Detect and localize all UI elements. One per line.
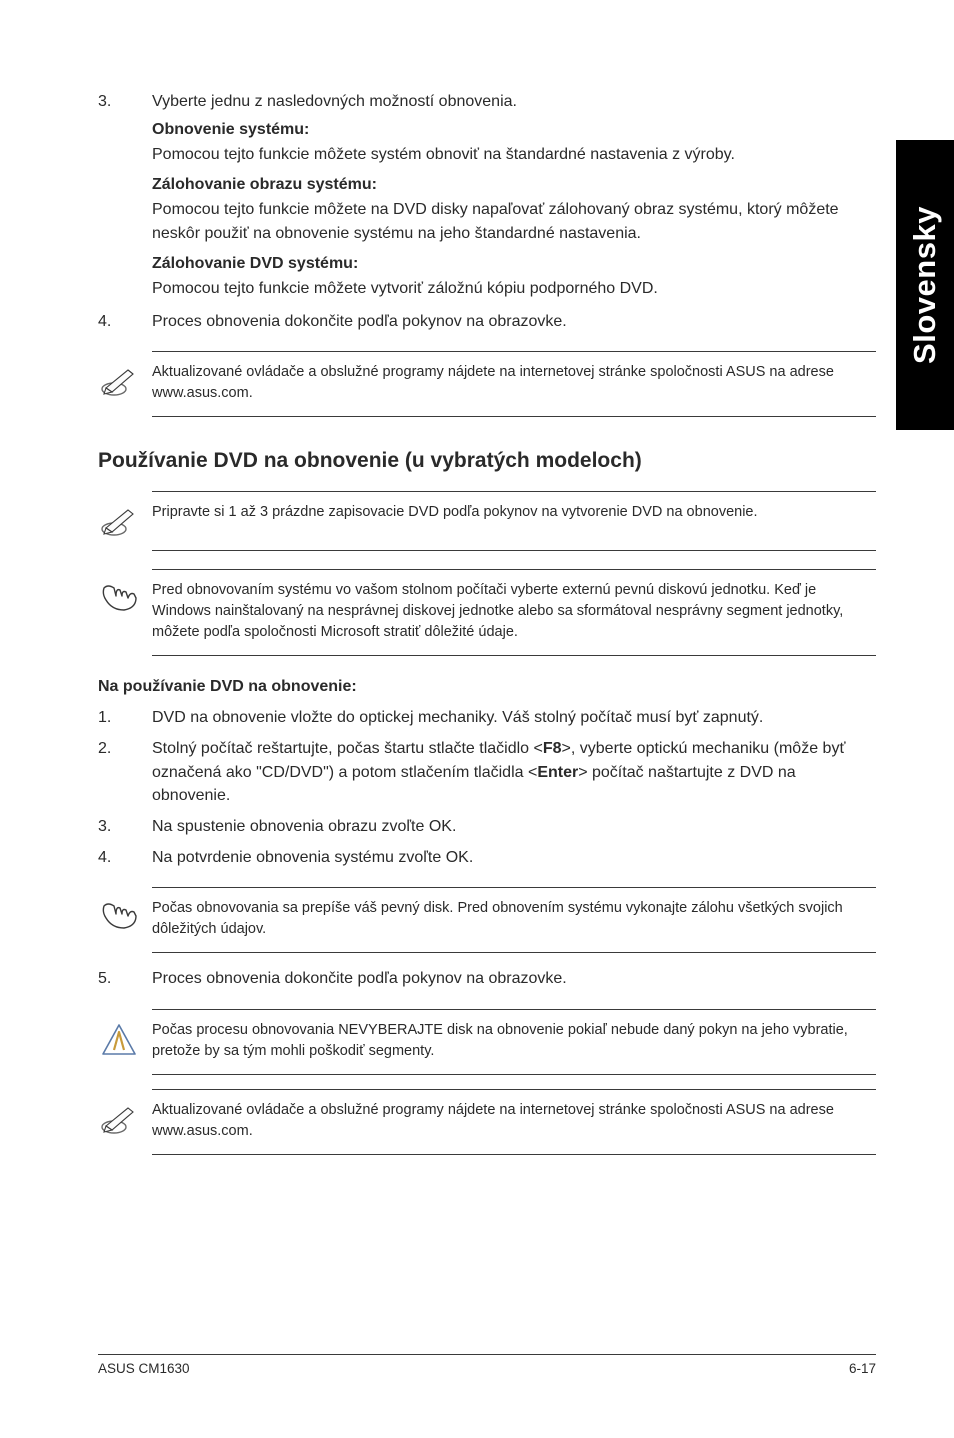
hand-icon [98, 580, 152, 616]
note-text: Pripravte si 1 až 3 prázdne zapisovacie … [152, 502, 876, 523]
list-item: 1. DVD na obnovenie vložte do optickej m… [98, 706, 876, 729]
list-item: 3. Vyberte jednu z nasledovných možností… [98, 90, 876, 113]
list-number: 4. [98, 310, 152, 333]
list-number: 1. [98, 706, 152, 729]
pencil-icon [98, 502, 152, 538]
note-block: Počas obnovovania sa prepíše váš pevný d… [98, 887, 876, 953]
sub-section-heading: Na používanie DVD na obnovenie: [98, 678, 876, 696]
list-number: 3. [98, 90, 152, 113]
list-text: Proces obnovenia dokončite podľa pokynov… [152, 310, 876, 333]
footer-right: 6-17 [849, 1361, 876, 1376]
list-number: 2. [98, 737, 152, 807]
hand-icon [98, 898, 152, 934]
list-number: 4. [98, 846, 152, 869]
sub-text: Pomocou tejto funkcie môžete vytvoriť zá… [152, 277, 876, 300]
list-item: 3. Na spustenie obnovenia obrazu zvoľte … [98, 815, 876, 838]
sub-text: Pomocou tejto funkcie môžete na DVD disk… [152, 198, 876, 244]
note-block: Počas procesu obnovovania NEVYBERAJTE di… [98, 1009, 876, 1075]
sub-block: Obnovenie systému: Pomocou tejto funkcie… [152, 121, 876, 300]
pencil-icon [98, 362, 152, 398]
note-text: Počas obnovovania sa prepíše váš pevný d… [152, 898, 876, 940]
list-text: Stolný počítač reštartujte, počas štartu… [152, 737, 876, 807]
list-text: Proces obnovenia dokončite podľa pokynov… [152, 967, 876, 990]
note-block: Pripravte si 1 až 3 prázdne zapisovacie … [98, 491, 876, 551]
list-number: 5. [98, 967, 152, 990]
key-label: Enter [537, 764, 578, 781]
sub-heading: Zálohovanie obrazu systému: [152, 176, 876, 194]
list-number: 3. [98, 815, 152, 838]
section-heading: Používanie DVD na obnovenie (u vybratých… [98, 449, 876, 473]
note-block: Pred obnovovaním systému vo vašom stolno… [98, 569, 876, 656]
page-content: 3. Vyberte jednu z nasledovných možností… [0, 0, 954, 1155]
note-block: Aktualizované ovládače a obslužné progra… [98, 351, 876, 417]
footer-left: ASUS CM1630 [98, 1361, 190, 1376]
side-language-tab: Slovensky [896, 140, 954, 430]
list-item: 4. Na potvrdenie obnovenia systému zvoľt… [98, 846, 876, 869]
side-language-label: Slovensky [907, 206, 943, 364]
warning-icon [98, 1020, 152, 1058]
list-text: Vyberte jednu z nasledovných možností ob… [152, 90, 876, 113]
list-text: Na potvrdenie obnovenia systému zvoľte O… [152, 846, 876, 869]
pencil-icon [98, 1100, 152, 1136]
note-text: Pred obnovovaním systému vo vašom stolno… [152, 580, 876, 643]
note-block: Aktualizované ovládače a obslužné progra… [98, 1089, 876, 1155]
sub-heading: Zálohovanie DVD systému: [152, 255, 876, 273]
list-text: Na spustenie obnovenia obrazu zvoľte OK. [152, 815, 876, 838]
page-footer: ASUS CM1630 6-17 [98, 1354, 876, 1376]
list-text: DVD na obnovenie vložte do optickej mech… [152, 706, 876, 729]
list-item: 4. Proces obnovenia dokončite podľa poky… [98, 310, 876, 333]
sub-heading: Obnovenie systému: [152, 121, 876, 139]
list-item: 5. Proces obnovenia dokončite podľa poky… [98, 967, 876, 990]
sub-text: Pomocou tejto funkcie môžete systém obno… [152, 143, 876, 166]
note-text: Aktualizované ovládače a obslužné progra… [152, 1100, 876, 1142]
key-label: F8 [543, 740, 562, 757]
list-item: 2. Stolný počítač reštartujte, počas šta… [98, 737, 876, 807]
note-text: Aktualizované ovládače a obslužné progra… [152, 362, 876, 404]
note-text: Počas procesu obnovovania NEVYBERAJTE di… [152, 1020, 876, 1062]
